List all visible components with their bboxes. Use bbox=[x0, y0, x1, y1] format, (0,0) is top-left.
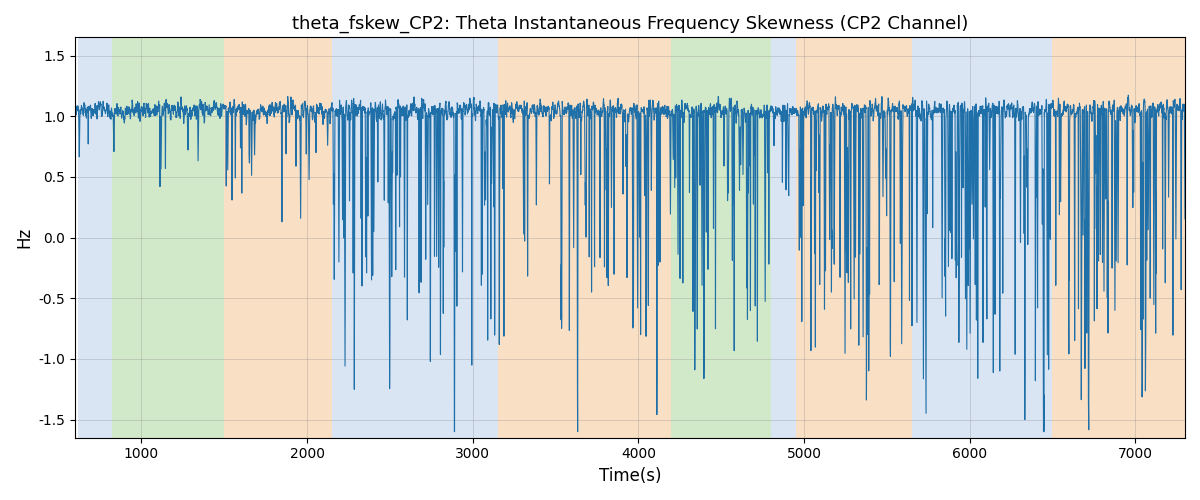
Bar bbox=[770, 38, 796, 438]
Bar bbox=[796, 38, 912, 438]
Bar bbox=[498, 38, 672, 438]
Bar bbox=[1052, 38, 1186, 438]
X-axis label: Time(s): Time(s) bbox=[599, 467, 661, 485]
Y-axis label: Hz: Hz bbox=[14, 227, 34, 248]
Title: theta_fskew_CP2: Theta Instantaneous Frequency Skewness (CP2 Channel): theta_fskew_CP2: Theta Instantaneous Fre… bbox=[292, 15, 968, 34]
Bar bbox=[112, 38, 224, 438]
Bar bbox=[332, 38, 498, 438]
Bar bbox=[224, 38, 332, 438]
Bar bbox=[912, 38, 1052, 438]
Bar bbox=[672, 38, 770, 438]
Bar bbox=[78, 38, 112, 438]
